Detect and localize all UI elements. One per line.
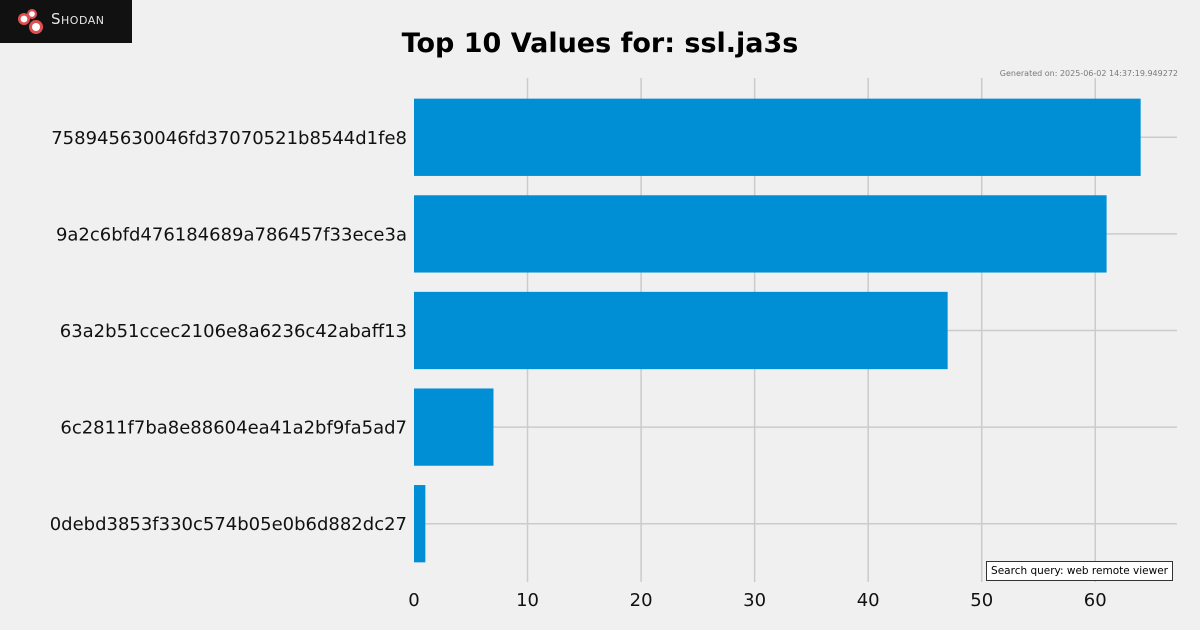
bar [414, 485, 426, 563]
x-tick-label: 50 [970, 590, 993, 611]
bars [414, 98, 1141, 563]
category-label: 6c2811f7ba8e88604ea41a2bf9fa5ad7 [60, 418, 407, 439]
category-label: 0debd3853f330c574b05e0b6d882dc27 [50, 514, 407, 535]
x-tick-label: 10 [516, 590, 539, 611]
chart-title: Top 10 Values for: ssl.ja3s [401, 28, 799, 59]
x-tick-labels: 0 10 20 30 40 50 60 [408, 590, 1106, 611]
category-label: 63a2b51ccec2106e8a6236c42abaff13 [60, 321, 407, 342]
bar [414, 291, 948, 370]
x-tick-label: 40 [857, 590, 880, 611]
bar [414, 98, 1141, 176]
generated-timestamp: Generated on: 2025-06-02 14:37:19.949272 [999, 69, 1178, 78]
x-tick-label: 60 [1084, 590, 1107, 611]
category-label: 758945630046fd37070521b8544d1fe8 [51, 128, 407, 149]
shodan-logo: Shodan [0, 0, 132, 43]
category-labels: 758945630046fd37070521b8544d1fe8 9a2c6bfd… [50, 128, 407, 535]
search-query-label: Search query: web remote viewer [986, 561, 1173, 581]
x-tick-label: 0 [408, 590, 419, 611]
category-label: 9a2c6bfd476184689a786457f33ece3a [56, 224, 407, 245]
bar [414, 195, 1107, 273]
logo-text: Shodan [51, 10, 105, 28]
shodan-logo-icon [18, 9, 43, 34]
x-tick-label: 30 [743, 590, 766, 611]
bar [414, 388, 494, 466]
x-tick-label: 20 [630, 590, 653, 611]
